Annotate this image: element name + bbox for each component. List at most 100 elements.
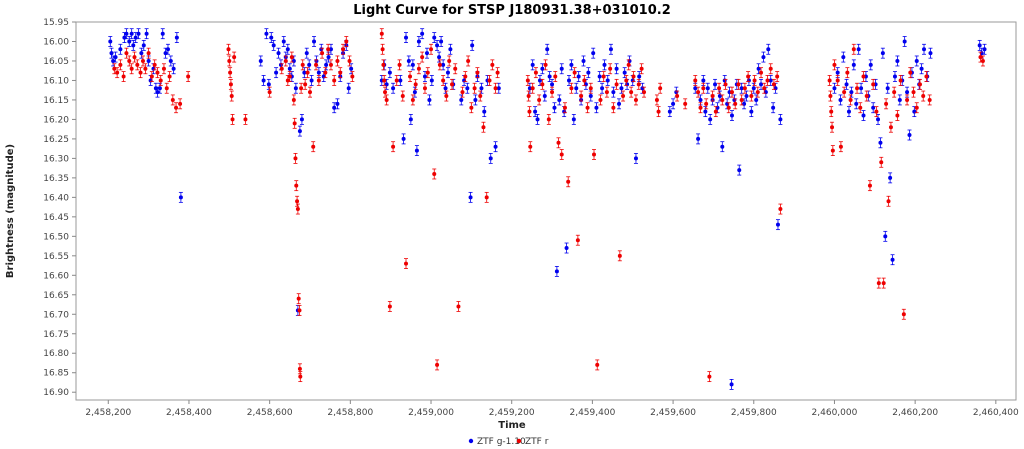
data-point — [432, 35, 437, 40]
data-point — [980, 58, 985, 63]
data-point — [271, 43, 276, 48]
data-point — [528, 144, 533, 149]
data-point — [435, 43, 440, 48]
data-point — [897, 97, 902, 102]
data-point — [414, 148, 419, 153]
data-point — [459, 97, 464, 102]
data-point — [977, 43, 982, 48]
data-point — [729, 90, 734, 95]
data-point — [118, 47, 123, 52]
y-tick-label: 16.10 — [43, 76, 69, 86]
data-point — [394, 78, 399, 83]
data-point — [546, 117, 551, 122]
data-point — [569, 62, 574, 67]
data-point — [855, 86, 860, 91]
data-point — [540, 66, 545, 71]
data-point — [761, 55, 766, 60]
data-point — [746, 74, 751, 79]
data-point — [488, 156, 493, 161]
data-point — [118, 62, 123, 67]
data-point — [879, 160, 884, 165]
data-point — [441, 62, 446, 67]
data-point — [144, 31, 149, 36]
data-point — [332, 78, 337, 83]
data-point — [283, 58, 288, 63]
data-point — [443, 86, 448, 91]
data-point — [391, 144, 396, 149]
data-point — [886, 199, 891, 204]
data-point — [595, 362, 600, 367]
data-point — [838, 144, 843, 149]
data-point — [227, 58, 232, 63]
data-point — [381, 62, 386, 67]
data-point — [611, 90, 616, 95]
x-tick-label: 2,458,400 — [166, 408, 212, 418]
data-point — [851, 62, 856, 67]
data-point — [429, 47, 434, 52]
data-point — [704, 101, 709, 106]
data-point — [585, 105, 590, 110]
data-point — [424, 51, 429, 56]
data-point — [876, 281, 881, 286]
data-point — [478, 94, 483, 99]
data-point — [901, 312, 906, 317]
data-point — [530, 62, 535, 67]
data-point — [717, 86, 722, 91]
data-point — [849, 90, 854, 95]
data-point — [703, 109, 708, 114]
data-point — [493, 144, 498, 149]
data-point — [543, 62, 548, 67]
data-point — [300, 62, 305, 67]
y-tick-label: 16.35 — [43, 174, 69, 184]
data-point — [576, 74, 581, 79]
data-point — [600, 86, 605, 91]
data-point — [456, 304, 461, 309]
data-point — [420, 55, 425, 60]
data-point — [693, 78, 698, 83]
x-tick-label: 2,459,600 — [650, 408, 696, 418]
y-tick-label: 16.60 — [43, 271, 69, 281]
data-point — [410, 62, 415, 67]
data-point — [140, 58, 145, 63]
data-point — [540, 82, 545, 87]
data-point — [588, 86, 593, 91]
data-point — [927, 97, 932, 102]
data-point — [168, 58, 173, 63]
data-point — [307, 90, 312, 95]
data-point — [562, 105, 567, 110]
data-point — [892, 74, 897, 79]
x-tick-label: 2,459,000 — [408, 408, 454, 418]
data-point — [858, 105, 863, 110]
data-point — [161, 66, 166, 71]
data-point — [475, 70, 480, 75]
x-tick-label: 2,459,400 — [569, 408, 615, 418]
data-point — [878, 140, 883, 145]
y-tick-label: 16.25 — [43, 135, 69, 145]
data-point — [542, 94, 547, 99]
data-point — [174, 35, 179, 40]
data-point — [316, 78, 321, 83]
data-point — [527, 86, 532, 91]
data-point — [298, 374, 303, 379]
data-point — [698, 97, 703, 102]
series-layer — [108, 28, 987, 390]
data-point — [683, 101, 688, 106]
data-point — [490, 62, 495, 67]
data-point — [598, 97, 603, 102]
data-point — [383, 90, 388, 95]
data-point — [408, 117, 413, 122]
data-point — [121, 74, 126, 79]
data-point — [733, 101, 738, 106]
data-point — [323, 70, 328, 75]
data-point — [346, 86, 351, 91]
data-point — [759, 82, 764, 87]
series-ztf-r — [112, 28, 985, 383]
data-point — [723, 82, 728, 87]
y-tick-label: 16.90 — [43, 388, 69, 398]
data-point — [413, 82, 418, 87]
plot-border — [75, 21, 1017, 401]
data-point — [297, 308, 302, 313]
data-point — [535, 117, 540, 122]
